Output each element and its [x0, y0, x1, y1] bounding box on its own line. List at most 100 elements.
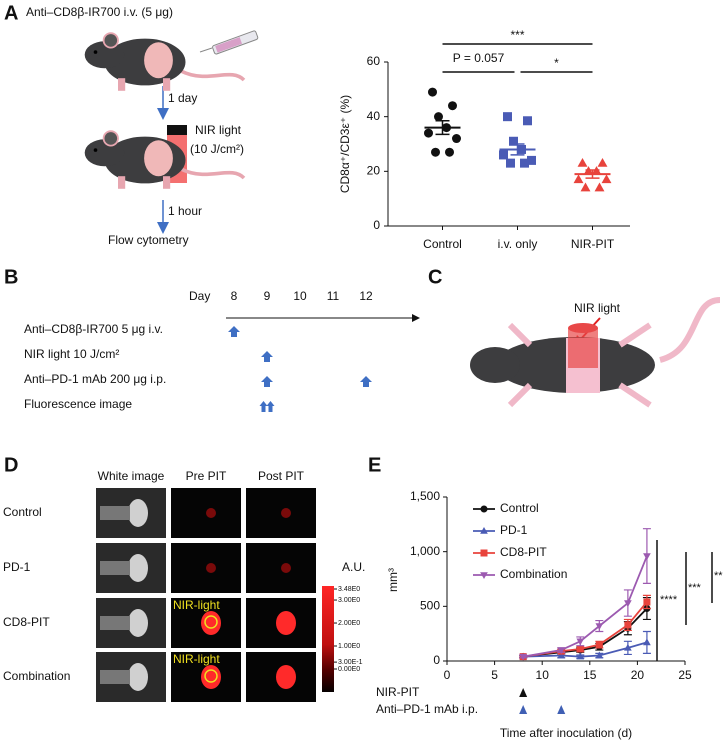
- mouse-leg: [163, 176, 171, 189]
- mouse-silhouette: [128, 499, 148, 527]
- mouse-leg: [163, 78, 171, 91]
- data-point: [624, 643, 632, 651]
- schematic-text: Flow cytometry: [108, 233, 189, 247]
- treatment-marker: [519, 688, 528, 697]
- column-header: White image: [98, 469, 165, 483]
- mouse-illustration: [84, 130, 246, 189]
- light-device: [167, 125, 187, 135]
- day-label: Day: [189, 289, 210, 303]
- mouse-ear: [102, 32, 119, 49]
- mouse-silhouette: [100, 616, 130, 630]
- day-tick-label: 11: [327, 289, 340, 303]
- data-point: [624, 621, 632, 629]
- x-tick-label: Control: [423, 237, 462, 251]
- legend-marker: [480, 505, 488, 513]
- schematic-text: (10 J/cm²): [190, 142, 244, 156]
- data-point: [580, 182, 591, 192]
- treatment-label: Anti–PD-1 mAb i.p.: [376, 702, 478, 716]
- data-point: [519, 653, 528, 661]
- x-tick-label: 20: [631, 668, 645, 682]
- mouse-eye: [93, 50, 98, 54]
- schematic-text: NIR light: [574, 301, 621, 315]
- row-label: CD8-PIT: [3, 615, 50, 629]
- data-point: [506, 158, 515, 168]
- treatment-arrow: [259, 401, 268, 412]
- x-tick-label: 15: [583, 668, 597, 682]
- y-tick-label: 500: [420, 599, 440, 613]
- treatment-label: NIR-PIT: [376, 685, 420, 699]
- mouse-head: [84, 139, 125, 167]
- roi-label: NIR-light: [173, 598, 220, 612]
- roi-circle: [204, 615, 218, 629]
- day-tick-label: 10: [293, 289, 307, 303]
- colorbar: [322, 586, 334, 692]
- column-header: Post PIT: [258, 469, 305, 483]
- mouse-tail: [659, 297, 721, 363]
- data-point: [452, 134, 461, 144]
- data-point: [595, 623, 604, 631]
- data-point: [557, 647, 566, 655]
- data-point: [509, 136, 518, 146]
- roi-label: NIR-light: [173, 652, 220, 666]
- fluorescence-signal: [281, 508, 291, 518]
- schematic-text: 1 day: [168, 91, 197, 105]
- legend-marker: [480, 549, 488, 557]
- data-point: [577, 157, 588, 167]
- data-point: [424, 128, 433, 138]
- data-point: [523, 116, 532, 126]
- fluorescence-signal: [276, 611, 296, 635]
- day-tick-label: 9: [264, 289, 271, 303]
- colorbar-tick-label: 3.48E0: [338, 586, 360, 593]
- data-point: [573, 174, 584, 184]
- panel-label: D: [4, 454, 18, 476]
- colorbar-title: A.U.: [342, 560, 365, 574]
- day-tick-label: 12: [359, 289, 373, 303]
- legend-label: CD8-PIT: [500, 545, 547, 559]
- timeline-row-label: NIR light 10 J/cm²: [24, 347, 119, 361]
- mouse-leg: [118, 176, 126, 189]
- data-point: [643, 638, 651, 646]
- significance-label: ****: [660, 594, 678, 606]
- y-tick-label: 60: [367, 54, 381, 68]
- x-tick-label: 10: [536, 668, 550, 682]
- mouse-silhouette: [100, 506, 130, 520]
- legend-marker: [480, 526, 488, 534]
- syringe: [199, 30, 259, 55]
- mouse-illustration: [470, 297, 721, 408]
- data-point: [601, 174, 612, 184]
- roi-circle: [204, 669, 218, 683]
- data-point: [595, 651, 604, 659]
- data-point: [503, 112, 512, 122]
- shaved-patch: [144, 42, 173, 79]
- timeline-row-label: Anti–CD8β-IR700 5 μg i.v.: [24, 322, 163, 336]
- treatment-arrow: [360, 376, 372, 387]
- row-label: PD-1: [3, 560, 31, 574]
- legend-label: PD-1: [500, 523, 528, 537]
- data-point: [434, 112, 443, 122]
- panel-label: A: [4, 2, 18, 24]
- significance-label: **: [714, 570, 723, 582]
- x-tick-label: NIR-PIT: [571, 237, 615, 251]
- colorbar-tick-label: 0.00E0: [338, 666, 360, 673]
- x-axis-label: Time after inoculation (d): [500, 726, 632, 740]
- x-tick-label: 0: [444, 668, 451, 682]
- treatment-arrow: [261, 351, 273, 362]
- data-point: [428, 87, 437, 97]
- series-line: [523, 555, 648, 658]
- colorbar-tick-label: 3.00E-1: [338, 659, 363, 666]
- data-point: [624, 600, 632, 608]
- row-label: Control: [3, 505, 42, 519]
- y-tick-label: 1,000: [410, 544, 440, 558]
- error-bar: [585, 169, 600, 179]
- mouse-tail: [180, 69, 246, 82]
- treatment-arrow: [261, 376, 273, 387]
- panel-label: C: [428, 266, 442, 288]
- significance-label: P = 0.057: [453, 51, 505, 65]
- legend-label: Control: [500, 501, 539, 515]
- fluorescence-signal: [276, 665, 296, 689]
- mouse-tail: [180, 167, 246, 180]
- y-axis-label: mm³: [386, 568, 400, 592]
- data-point: [520, 158, 529, 168]
- series-line: [523, 641, 648, 658]
- y-tick-label: 1,500: [410, 489, 440, 503]
